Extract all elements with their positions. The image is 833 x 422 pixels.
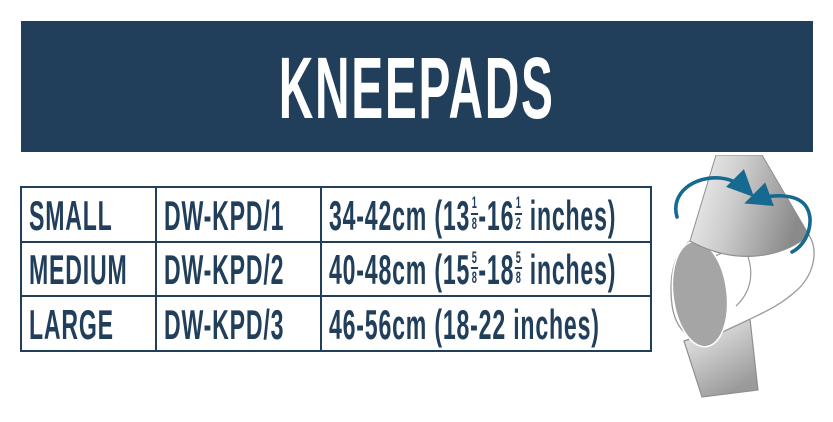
circumference-arrow-left-icon (673, 169, 755, 219)
size-cell-text: LARGE (29, 301, 114, 349)
measurement-cell-text: 34-42cm (13 1 8 -16 1 2 inches) (329, 191, 617, 239)
product-code-cell: DW-KPD/3 (155, 295, 322, 352)
size-table-body: SMALL DW-KPD/1 34-42cm (13 1 8 -16 1 2 inches) M… (20, 186, 652, 352)
measurement-cell: 34-42cm (13 1 8 -16 1 2 inches) (320, 186, 652, 243)
product-code-cell-text: DW-KPD/2 (164, 246, 285, 294)
table-row: MEDIUM DW-KPD/2 40-48cm (15 5 8 -18 5 8 inches) (20, 240, 652, 298)
size-cell: MEDIUM (20, 240, 157, 298)
measurement-cell: 46-56cm (18-22 inches) (320, 295, 652, 352)
title-banner: KNEEPADS (21, 21, 813, 152)
size-cell: LARGE (20, 295, 157, 352)
measurement-cell: 40-48cm (15 5 8 -18 5 8 inches) (320, 240, 652, 298)
product-code-cell: DW-KPD/1 (155, 186, 322, 243)
circumference-arrow-right-icon (744, 182, 812, 254)
page-title: KNEEPADS (279, 40, 555, 137)
size-cell-text: SMALL (29, 191, 113, 239)
table-row: LARGE DW-KPD/3 46-56cm (18-22 inches) (20, 295, 652, 352)
product-code-cell-text: DW-KPD/1 (164, 191, 285, 239)
product-code-cell-text: DW-KPD/3 (164, 301, 285, 349)
table-row: SMALL DW-KPD/1 34-42cm (13 1 8 -16 1 2 inches) (20, 186, 652, 243)
product-code-cell: DW-KPD/2 (155, 240, 322, 298)
knee-pad-circumference-icon (670, 154, 815, 398)
size-cell-text: MEDIUM (29, 246, 128, 294)
size-cell: SMALL (20, 186, 157, 243)
measurement-cell-text: 40-48cm (15 5 8 -18 5 8 inches) (329, 246, 617, 294)
size-table: SMALL DW-KPD/1 34-42cm (13 1 8 -16 1 2 inches) M… (20, 186, 652, 352)
measurement-cell-text: 46-56cm (18-22 inches) (329, 301, 600, 349)
thigh-shape (689, 154, 810, 257)
knee-illustration (658, 154, 833, 417)
